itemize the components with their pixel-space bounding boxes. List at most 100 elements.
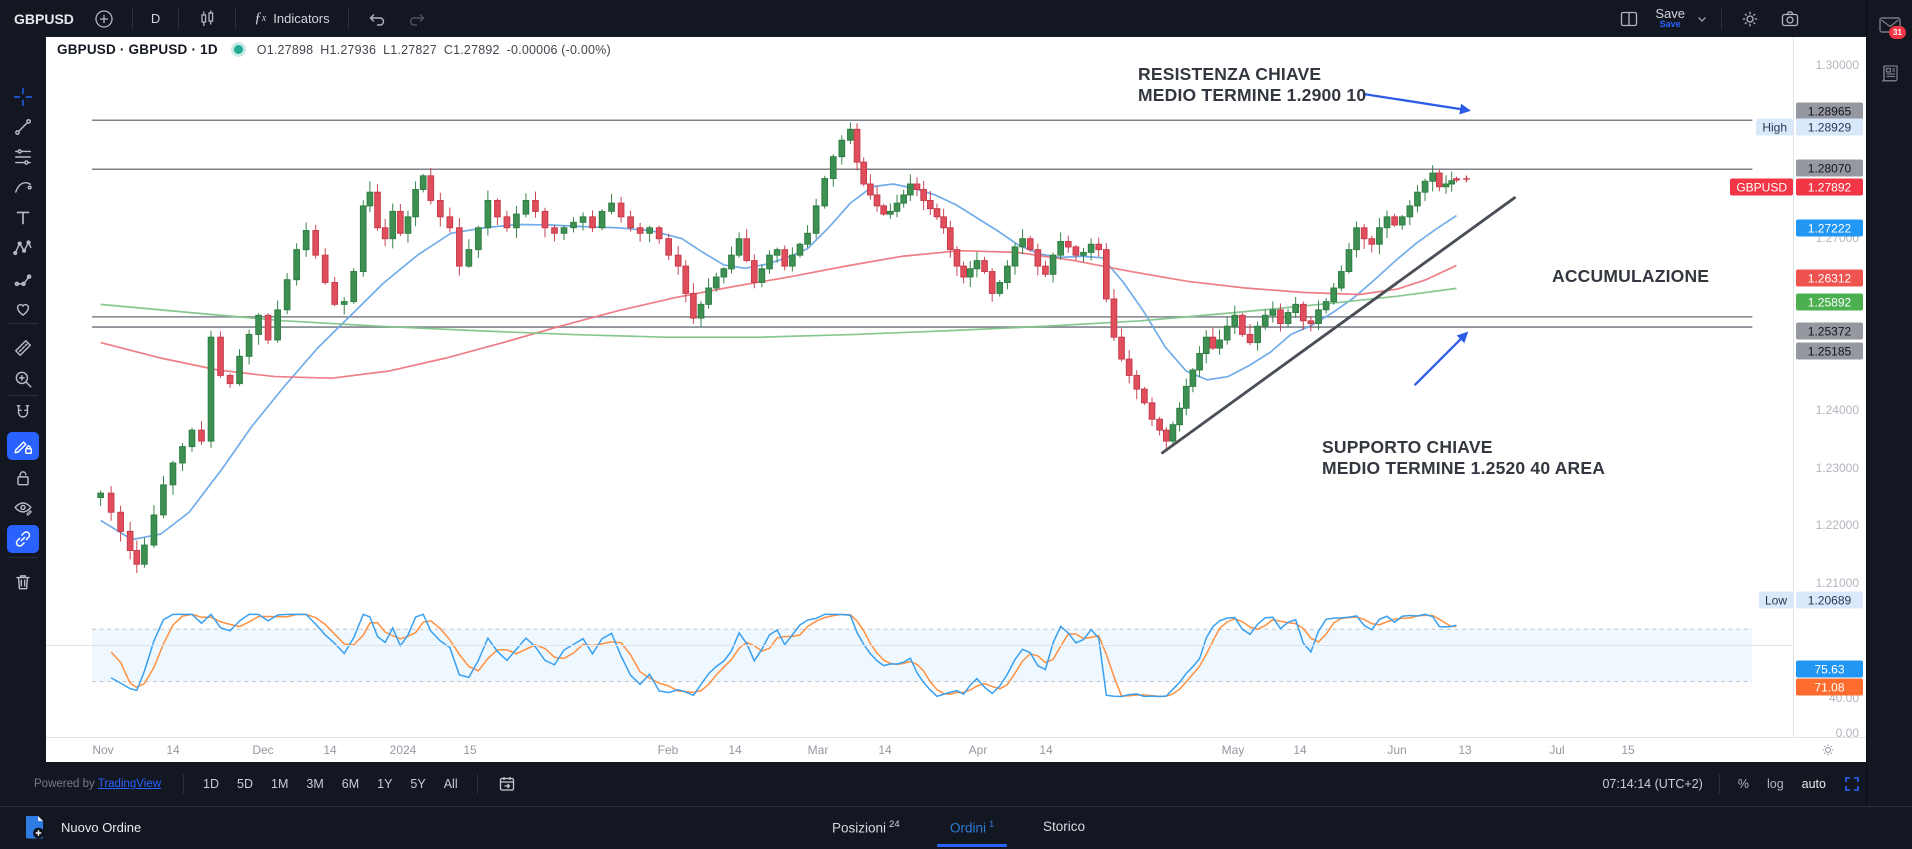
sync-drawings-icon bbox=[13, 529, 33, 549]
range-button-5y[interactable]: 5Y bbox=[410, 777, 426, 791]
time-axis-label: 14 bbox=[728, 743, 742, 757]
drawing-lock-tool[interactable] bbox=[7, 432, 39, 460]
crosshair-tool[interactable] bbox=[7, 83, 39, 111]
price-badge: 1.20689 bbox=[1796, 591, 1863, 609]
tradingview-link[interactable]: TradingView bbox=[97, 778, 162, 790]
accumulation-annotation[interactable]: ACCUMULAZIONE bbox=[1552, 266, 1710, 286]
price-axis-label: 1.22000 bbox=[1815, 518, 1859, 532]
candles-icon bbox=[197, 9, 217, 29]
xabcd-pattern-tool[interactable] bbox=[7, 234, 39, 262]
range-button-1y[interactable]: 1Y bbox=[377, 777, 393, 791]
range-button-6m[interactable]: 6M bbox=[341, 777, 360, 791]
range-button-1m[interactable]: 1M bbox=[271, 777, 289, 791]
zoom-in-tool[interactable] bbox=[7, 365, 39, 393]
price-badge: 1.28929 bbox=[1796, 118, 1863, 136]
redo-button[interactable] bbox=[397, 5, 437, 33]
magnet-tool[interactable] bbox=[7, 399, 39, 427]
axis-tag-high: High bbox=[1756, 118, 1793, 136]
tab-ordini[interactable]: Ordini 1 bbox=[950, 819, 995, 836]
oscillator-axis-label: 0.00 bbox=[1835, 726, 1859, 740]
emoji-tool[interactable] bbox=[7, 295, 39, 323]
tab-posizioni[interactable]: Posizioni 24 bbox=[832, 819, 900, 836]
hide-drawings-tool[interactable] bbox=[7, 494, 39, 522]
fullscreen-button[interactable] bbox=[1844, 776, 1860, 792]
new-order-label: Nuovo Ordine bbox=[61, 819, 142, 835]
trend-line-tool[interactable] bbox=[7, 113, 39, 141]
log-scale-button[interactable]: log bbox=[1766, 777, 1784, 791]
magnet-icon bbox=[13, 403, 33, 423]
news-button[interactable] bbox=[1875, 58, 1905, 88]
auto-scale-button[interactable]: auto bbox=[1801, 777, 1826, 791]
toolbar-separator bbox=[8, 323, 38, 324]
legend-symbol-title[interactable]: GBPUSD · GBPUSD · 1D bbox=[57, 42, 218, 57]
save-button[interactable]: Save Save bbox=[1649, 5, 1691, 30]
new-order-document-icon bbox=[24, 814, 45, 840]
time-axis-label: 14 bbox=[1039, 743, 1053, 757]
time-axis-label: 14 bbox=[323, 743, 337, 757]
oscillator-settings-button[interactable] bbox=[1820, 742, 1836, 763]
price-axis-label: 1.30000 bbox=[1815, 58, 1859, 72]
ohlc-close: C1.27892 bbox=[443, 42, 500, 57]
sync-drawings-tool[interactable] bbox=[7, 525, 39, 553]
forecast-tool[interactable] bbox=[7, 266, 39, 294]
powered-by: Powered by TradingView bbox=[34, 778, 162, 790]
gear-icon bbox=[1740, 9, 1760, 29]
percent-scale-button[interactable]: % bbox=[1737, 777, 1749, 791]
snapshot-button[interactable] bbox=[1770, 5, 1810, 33]
range-button-5d[interactable]: 5D bbox=[237, 777, 253, 791]
ohlc-low: L1.27827 bbox=[383, 42, 437, 57]
bottom-toolbar: Powered by TradingView 1D 5D 1M 3M 6M 1Y 5Y All… bbox=[0, 762, 1912, 806]
time-axis-label: Apr bbox=[968, 743, 988, 757]
time-axis-label: 14 bbox=[1293, 743, 1307, 757]
measure-tool[interactable] bbox=[7, 334, 39, 362]
right-strip: 31 bbox=[1866, 0, 1912, 805]
ohlc-open: O1.27898 bbox=[256, 42, 314, 57]
emoji-icon bbox=[13, 299, 33, 319]
compare-add-button[interactable] bbox=[84, 5, 124, 33]
pane-separator[interactable] bbox=[46, 645, 1793, 646]
settings-button[interactable] bbox=[1730, 5, 1770, 33]
time-scale[interactable]: Nov 14 Dec 14 2024 15 Feb 14 Mar 14 Apr 14 May 14 Jun 1… bbox=[46, 737, 1866, 763]
expand-icon bbox=[1844, 776, 1860, 792]
inbox-button[interactable]: 31 bbox=[1875, 10, 1906, 40]
layout-panels-icon bbox=[1619, 9, 1639, 29]
go-to-date-button[interactable] bbox=[488, 771, 526, 797]
measure-icon bbox=[13, 338, 33, 358]
time-axis-label: Jul bbox=[1549, 743, 1565, 757]
chart-style-button[interactable] bbox=[187, 5, 227, 33]
undo-button[interactable] bbox=[357, 5, 397, 33]
text-tool[interactable] bbox=[7, 204, 39, 232]
chart-legend: GBPUSD · GBPUSD · 1D O1.27898 H1.27936 L1.… bbox=[57, 42, 618, 57]
camera-icon bbox=[1780, 9, 1800, 29]
brush-tool[interactable] bbox=[7, 173, 39, 201]
remove-drawings-tool[interactable] bbox=[7, 568, 39, 596]
range-button-1d[interactable]: 1D bbox=[203, 777, 220, 791]
tab-storico[interactable]: Storico bbox=[1043, 819, 1086, 834]
range-button-3m[interactable]: 3M bbox=[306, 777, 324, 791]
new-order-button[interactable]: Nuovo Ordine bbox=[24, 814, 141, 840]
time-axis-label: Dec bbox=[252, 743, 274, 757]
time-axis-label: Nov bbox=[92, 743, 114, 757]
interval-button[interactable]: D bbox=[150, 11, 161, 26]
market-status-dot bbox=[233, 45, 243, 54]
lock-tool[interactable] bbox=[7, 464, 39, 492]
price-badge: 1.28965 bbox=[1796, 102, 1863, 120]
clock[interactable]: 07:14:14 (UTC+2) bbox=[1602, 777, 1703, 791]
symbol-button[interactable]: GBPUSD bbox=[14, 10, 74, 27]
time-axis-label: 15 bbox=[1621, 743, 1635, 757]
chart-canvas[interactable] bbox=[46, 37, 1866, 762]
price-scale[interactable]: 1.30000 1.27000 1.24000 1.23000 1.22000 1.210… bbox=[1793, 37, 1867, 740]
chart-widget[interactable]: 1.30000 1.27000 1.24000 1.23000 1.22000 1.210… bbox=[46, 37, 1867, 763]
fib-retracement-tool[interactable] bbox=[7, 143, 39, 171]
resistance-annotation[interactable]: RESISTENZA CHIAVE MEDIO TERMINE 1.2900 1… bbox=[1138, 64, 1367, 105]
layout-panels-button[interactable] bbox=[1609, 5, 1649, 33]
time-axis-label: Jun bbox=[1387, 743, 1407, 757]
toolbar-separator bbox=[8, 557, 38, 558]
range-button-all[interactable]: All bbox=[443, 777, 458, 791]
oscillator-badge: 71.08 bbox=[1796, 678, 1863, 696]
save-menu-button[interactable] bbox=[1691, 5, 1713, 33]
save-label: Save bbox=[1655, 5, 1685, 21]
time-axis-label: 14 bbox=[878, 743, 892, 757]
support-annotation[interactable]: SUPPORTO CHIAVE MEDIO TERMINE 1.2520 40 … bbox=[1322, 437, 1606, 478]
